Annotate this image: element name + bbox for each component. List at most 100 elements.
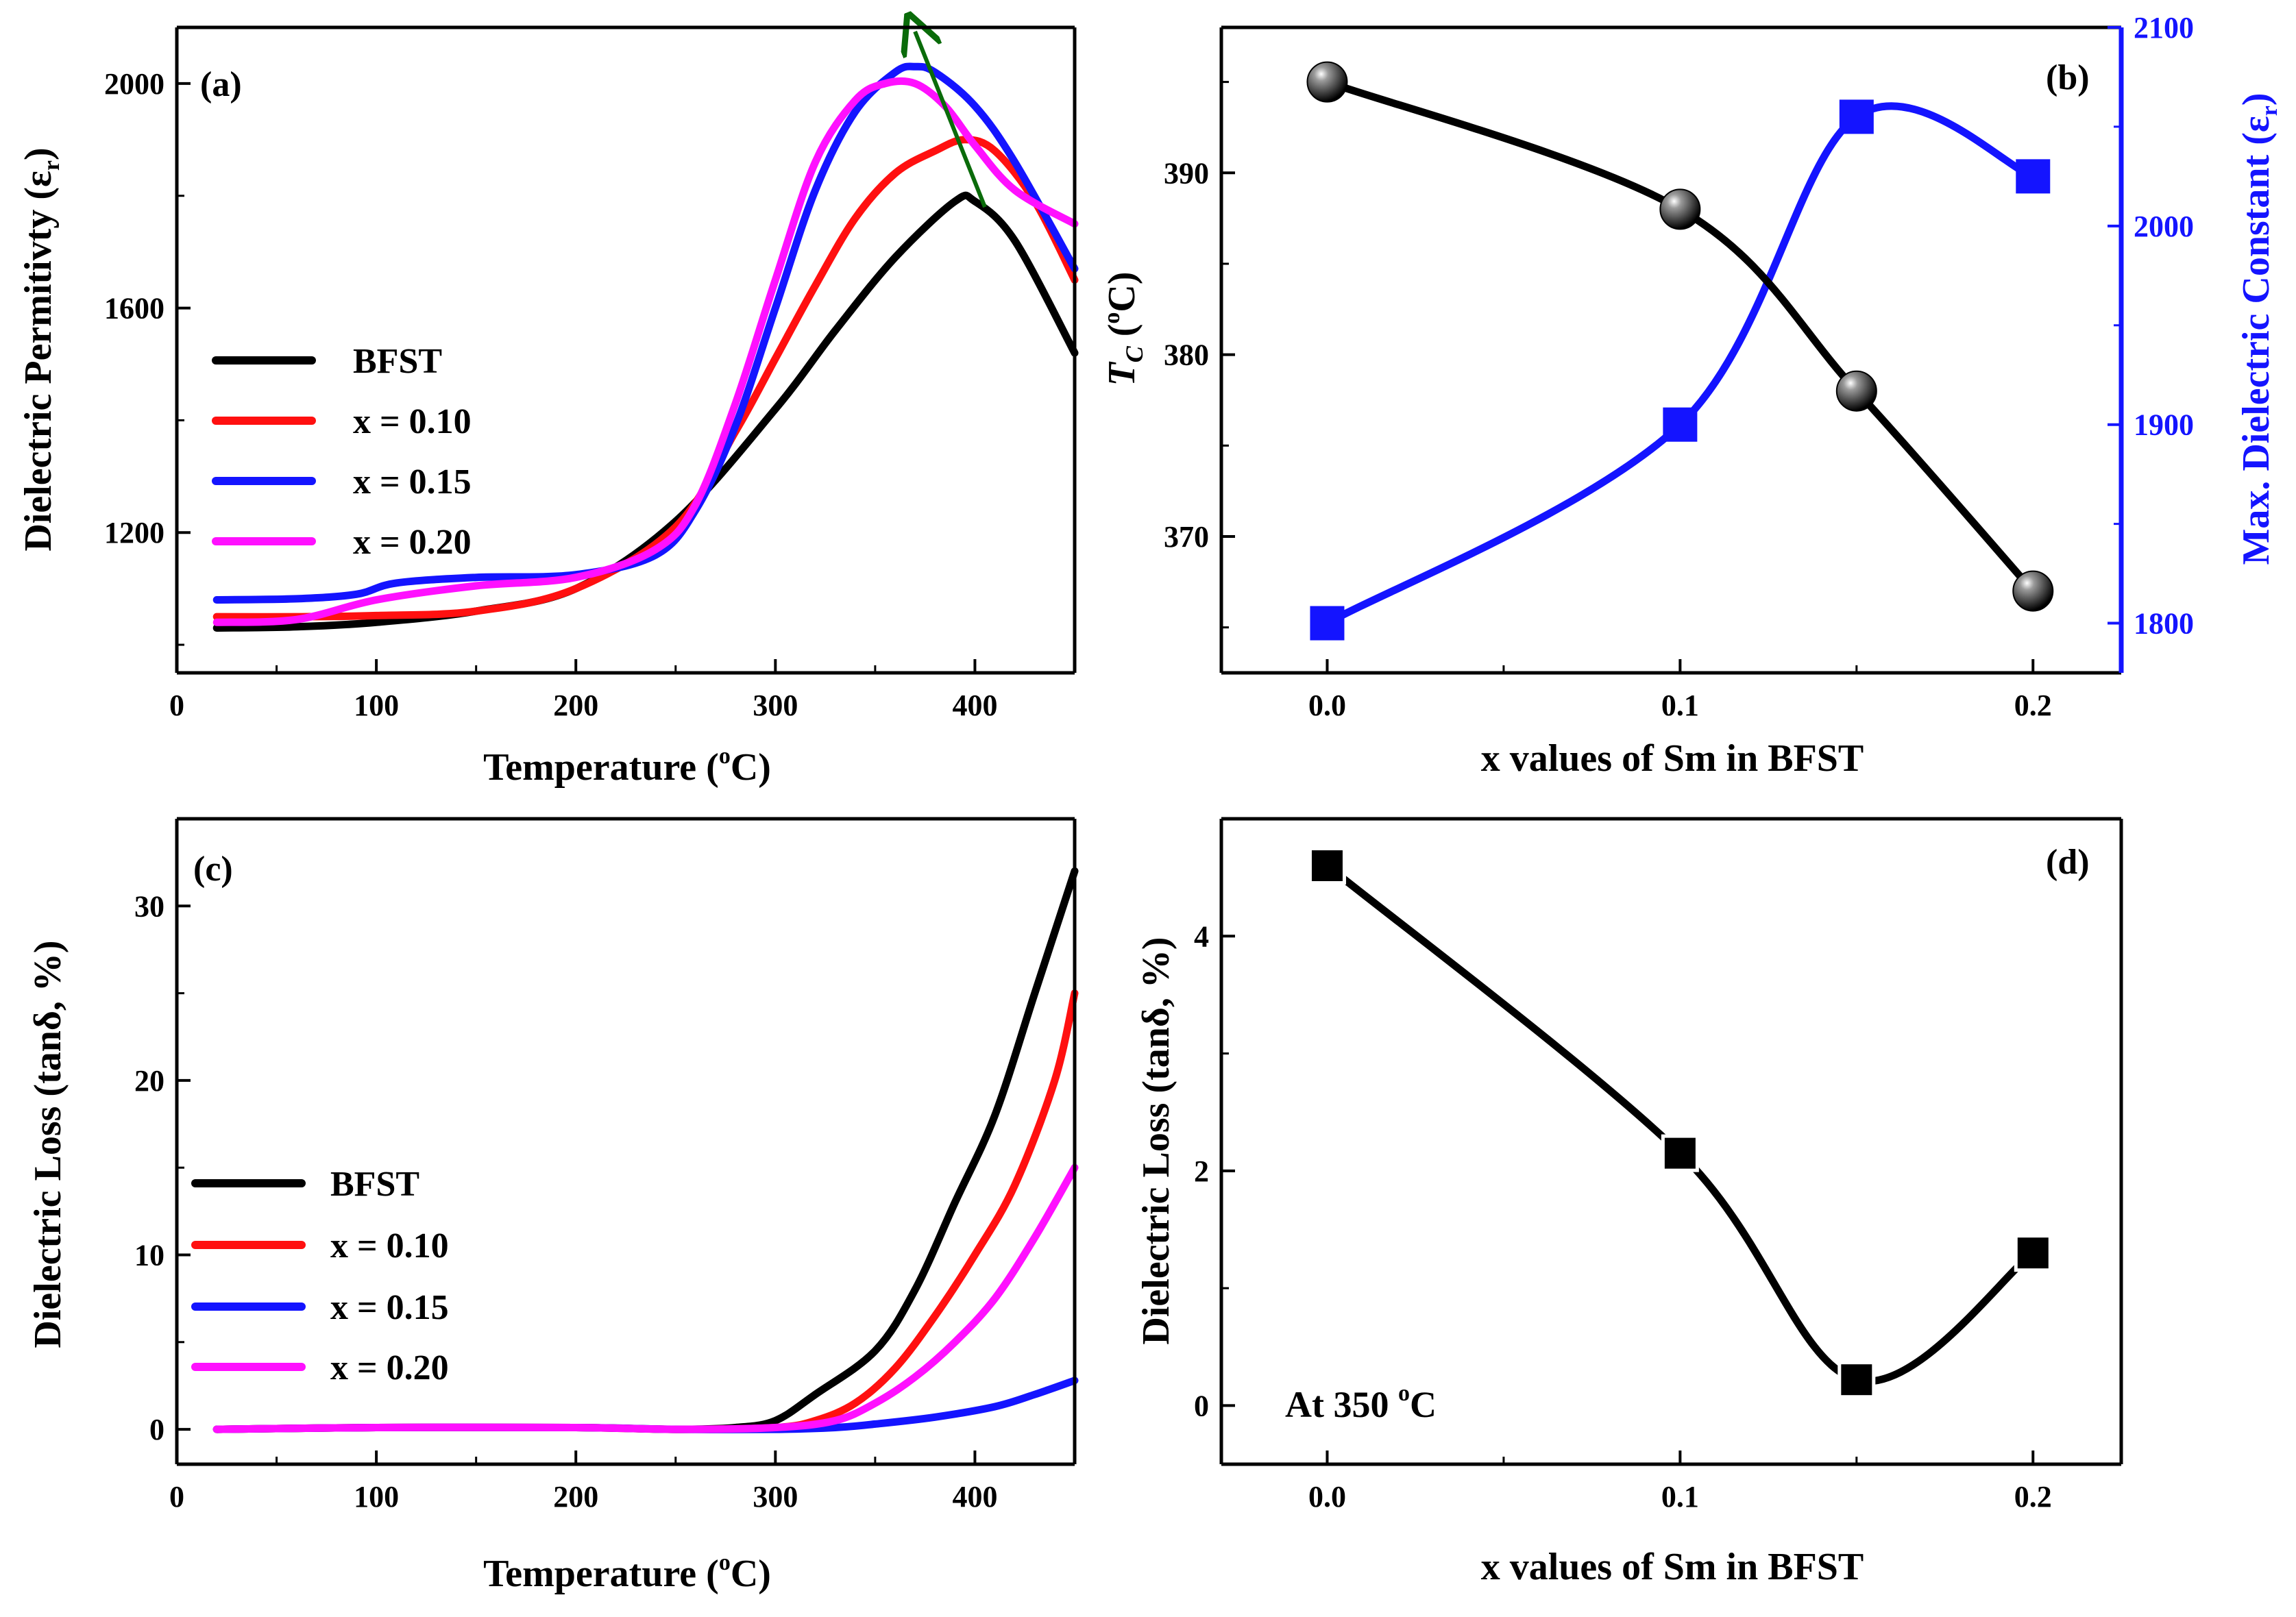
panel-c-xtick-label: 200: [553, 1480, 598, 1514]
panel-a-xtick-label: 0: [169, 689, 184, 722]
legend-c-label-0: BFST: [330, 1165, 419, 1204]
panel-b-ytick-label: 380: [1164, 338, 1209, 372]
panel-b-ylabel-right: Max. Dielectric Constant (εr): [2235, 92, 2282, 565]
panel-c-xlabel-tail: C): [731, 1553, 771, 1595]
series-c-3: [212, 1163, 1079, 1433]
panel-d-ytick-label: 2: [1194, 1155, 1209, 1188]
panel-b-ylabel-right-sub: r: [2257, 106, 2282, 116]
panel-b-xlabel: x values of Sm in BFST: [1481, 737, 1864, 780]
panel-b-xtick-label: 0.0: [1308, 689, 1346, 722]
panel-b-ylabel-sub: C: [1121, 345, 1148, 362]
panel-d-label: (d): [2046, 843, 2090, 882]
panel-b-ylabel-sup: o: [1099, 312, 1125, 324]
series-b-max-constant-line: [1325, 102, 2035, 627]
panel-a-ylabel-tail: ): [17, 147, 60, 160]
panel-d-xlabel: x values of Sm in BFST: [1481, 1546, 1864, 1588]
panel-a-ylabel: Dielectric Permitivty (εr): [17, 147, 64, 551]
panel-c-xlabel-sup: o: [719, 1550, 731, 1575]
panel-d-annotation-tail: C: [1410, 1384, 1437, 1425]
panel-d-annotation-sup: o: [1398, 1381, 1410, 1406]
series-b-tc-point: [1659, 188, 1701, 230]
panel-b-ylabel-right-main: Max. Dielectric Constant (ε: [2235, 116, 2277, 565]
series-d-line: [1325, 863, 2036, 1385]
series-a-0: [212, 191, 1079, 632]
panel-c-xtick-label: 100: [354, 1480, 399, 1514]
series-b-max-constant-point: [1839, 99, 1874, 134]
panel-a-ylabel-main: Dielectric Permitivty (ε: [17, 171, 60, 552]
panel-a-ytick-label: 1200: [104, 516, 164, 550]
panel-c: 0 100 200 300 400 0 10 20 30 (c) Temperature (oC…: [27, 817, 1079, 1595]
panel-d-xtick-label: 0.1: [1661, 1480, 1699, 1514]
legend-a-label-2: x = 0.15: [353, 462, 472, 502]
panel-d-ylabel: Dielectric Loss (tanδ, %): [1135, 937, 1177, 1344]
panel-c-plot: 0 100 200 300 400 0 10 20 30: [134, 817, 1079, 1514]
panel-a-xtick-label: 300: [753, 689, 798, 722]
panel-b-ytick-label: 370: [1164, 520, 1209, 554]
panel-b-ytick-label: 390: [1164, 156, 1209, 190]
panel-a-xlabel-sup: o: [719, 743, 731, 769]
panel-c-xlabel-main: Temperature (: [483, 1553, 719, 1595]
panel-b-xtick-label: 0.2: [2014, 689, 2052, 722]
series-b-tc-point: [1306, 61, 1348, 103]
panel-c-legend: BFST x = 0.10 x = 0.15 x = 0.20: [191, 1165, 449, 1387]
panel-b-ylabel-right-tail: ): [2235, 92, 2277, 106]
panel-c-xtick-label: 0: [169, 1480, 184, 1514]
panel-a-xlabel-main: Temperature (: [483, 746, 719, 789]
panel-a-xlabel-tail: C): [731, 746, 771, 789]
series-b-tc-point: [1835, 370, 1877, 412]
panel-b-label: (b): [2046, 58, 2090, 97]
panel-a-ytick-label: 1600: [104, 292, 164, 325]
panel-d-annotation: At 350 oC: [1285, 1381, 1437, 1425]
panel-c-ytick-label: 0: [149, 1413, 164, 1446]
panel-a-label: (a): [200, 65, 242, 104]
panel-d-xtick-label: 0.2: [2014, 1480, 2052, 1514]
panel-c-xlabel: Temperature (oC): [483, 1550, 771, 1595]
series-c-2: [212, 1377, 1079, 1433]
panel-b-right-ytick-label: 1900: [2134, 408, 2194, 442]
panel-a-xtick-label: 200: [553, 689, 598, 722]
panel-a-trend-arrow: [915, 32, 987, 208]
panel-d-plot: 0.0 0.1 0.2 0 2 4: [1194, 817, 2123, 1514]
panel-b-plot: 0.0 0.1 0.2 370 380 390 1800 1900 2000 2100: [1164, 11, 2194, 722]
panel-a-legend: BFST x = 0.10 x = 0.15 x = 0.20: [212, 342, 472, 562]
legend-c-label-1: x = 0.10: [330, 1226, 449, 1266]
panel-b-ylabel-mid: (: [1101, 324, 1143, 347]
panel-a-plot: 0 100 200 300 400 1200 1600 2000: [104, 27, 1079, 722]
series-b-tc-point: [2012, 570, 2054, 612]
panel-b-right-ytick-label: 2100: [2134, 11, 2194, 45]
panel-d-ytick-label: 0: [1194, 1389, 1209, 1422]
panel-c-ytick-label: 30: [134, 889, 164, 923]
series-d-point: [1837, 1361, 1876, 1399]
panel-b-xtick-label: 0.1: [1661, 689, 1699, 722]
series-d-point: [1308, 847, 1346, 885]
legend-c-label-2: x = 0.15: [330, 1288, 449, 1327]
series-a-2: [212, 62, 1079, 604]
panel-a-ytick-label: 2000: [104, 67, 164, 101]
panel-c-ylabel: Dielectric Loss (tanδ, %): [27, 940, 69, 1348]
panel-b-ylabel: TC (oC): [1099, 272, 1148, 386]
panel-c-ytick-label: 10: [134, 1238, 164, 1272]
panel-b-right-ytick-label: 1800: [2134, 607, 2194, 641]
panel-a-xtick-label: 100: [354, 689, 399, 722]
panel-d-annotation-main: At 350: [1285, 1384, 1398, 1425]
series-b-max-constant-point: [1663, 407, 1698, 442]
panel-b-ylabel-tail: C): [1101, 272, 1143, 312]
panel-a-ylabel-sub: r: [39, 160, 64, 171]
legend-a-label-0: BFST: [353, 342, 442, 381]
panel-d-ytick-label: 4: [1194, 919, 1209, 953]
legend-c-label-3: x = 0.20: [330, 1348, 449, 1387]
legend-a-label-1: x = 0.10: [353, 402, 472, 441]
panel-b-right-ytick-label: 2000: [2134, 210, 2194, 243]
series-b-max-constant-point: [2016, 159, 2051, 194]
legend-a-label-3: x = 0.20: [353, 523, 472, 562]
panel-c-ytick-label: 20: [134, 1064, 164, 1098]
panel-c-xtick-label: 300: [753, 1480, 798, 1514]
panel-a: 0 100 200 300 400 1200 1600 2000 (a) Temperatur…: [17, 27, 1079, 789]
series-d-point: [1661, 1134, 1699, 1172]
series-b-tc-line: [1326, 78, 2036, 594]
panel-b-ylabel-t: T: [1101, 360, 1143, 386]
series-b-max-constant-point: [1310, 606, 1345, 641]
panel-c-xtick-label: 400: [952, 1480, 997, 1514]
